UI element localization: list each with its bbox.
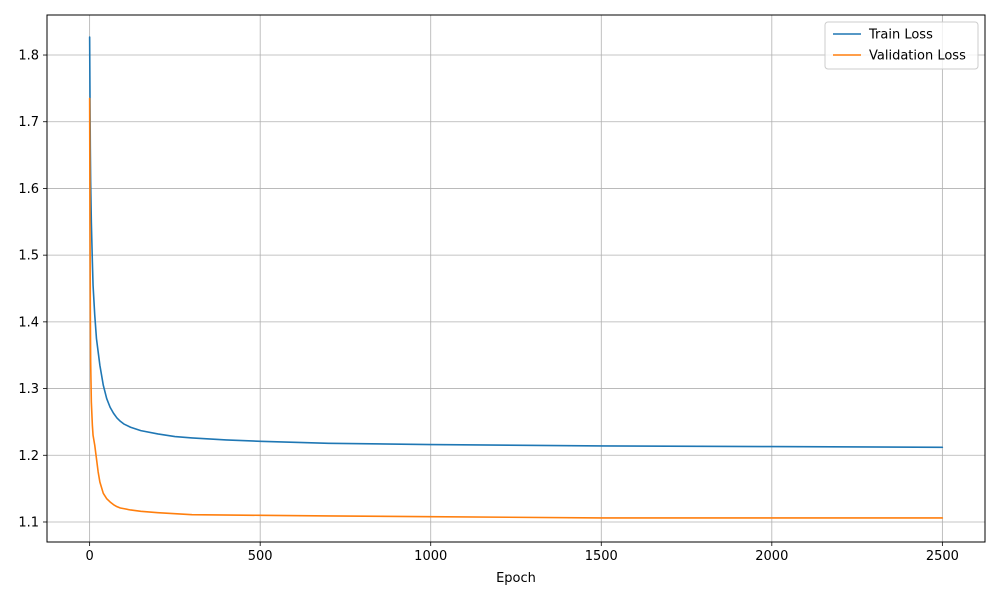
x-tick-label: 0 bbox=[85, 549, 93, 564]
x-tick-label: 2500 bbox=[926, 549, 959, 564]
y-tick-label: 1.7 bbox=[18, 115, 39, 130]
y-tick-label: 1.5 bbox=[18, 249, 39, 264]
x-axis: 0 500 1000 1500 2000 2500 bbox=[85, 542, 959, 564]
legend-label-train: Train Loss bbox=[868, 28, 933, 43]
series-lines bbox=[88, 36, 944, 519]
series-line-validation-loss bbox=[88, 97, 944, 519]
grid bbox=[47, 15, 985, 542]
x-axis-label: Epoch bbox=[496, 571, 536, 586]
y-tick-label: 1.8 bbox=[18, 49, 39, 64]
y-tick-label: 1.4 bbox=[18, 315, 39, 330]
series-line-train-loss bbox=[88, 36, 944, 449]
legend: Train Loss Validation Loss bbox=[824, 21, 979, 70]
x-tick-label: 1000 bbox=[414, 549, 447, 564]
y-tick-label: 1.6 bbox=[18, 182, 39, 197]
y-tick-label: 1.3 bbox=[18, 382, 39, 397]
y-tick-label: 1.1 bbox=[18, 515, 39, 530]
legend-box bbox=[824, 21, 979, 70]
x-tick-label: 1500 bbox=[585, 549, 618, 564]
legend-label-validation: Validation Loss bbox=[869, 49, 966, 64]
y-axis: 1.1 1.2 1.3 1.4 1.5 1.6 1.7 1.8 bbox=[18, 49, 47, 530]
plot-frame bbox=[46, 14, 986, 543]
y-tick-label: 1.2 bbox=[18, 449, 39, 464]
x-tick-label: 2000 bbox=[755, 549, 788, 564]
x-tick-label: 500 bbox=[248, 549, 273, 564]
